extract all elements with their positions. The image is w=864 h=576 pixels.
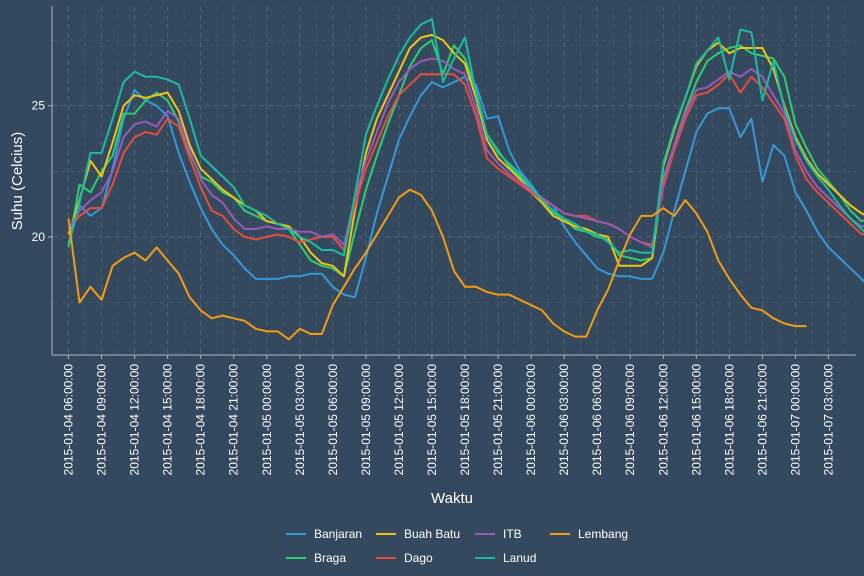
legend-item-banjaran: Banjaran: [286, 527, 362, 541]
legend-label: Braga: [314, 551, 346, 565]
x-axis-ticks: 2015-01-04 06:00:00 2015-01-04 09:00:00 20…: [62, 355, 836, 475]
x-tick-label: 2015-01-05 06:00:00: [326, 364, 340, 476]
series-line-itb: [67, 57, 864, 249]
series-line-buah-batu: [67, 33, 864, 278]
x-tick-label: 2015-01-04 12:00:00: [128, 364, 142, 476]
series-line-lembang: [67, 188, 807, 341]
legend-label: Lanud: [503, 551, 536, 565]
legend-label: Dago: [404, 551, 433, 565]
legend-label: ITB: [503, 527, 522, 541]
x-tick-label: 2015-01-06 21:00:00: [755, 364, 769, 476]
x-tick-label: 2015-01-05 21:00:00: [491, 364, 505, 476]
legend-item-dago: Dago: [376, 551, 433, 565]
x-tick-label: 2015-01-04 15:00:00: [161, 364, 175, 476]
x-axis-title: Waktu: [431, 490, 473, 507]
legend: Banjaran Braga Buah Batu Dago ITB Lanud Lemban…: [286, 527, 628, 565]
x-tick-label: 2015-01-04 21:00:00: [227, 364, 241, 476]
x-tick-label: 2015-01-06 18:00:00: [722, 364, 736, 476]
legend-item-itb: ITB: [475, 527, 522, 541]
x-tick-label: 2015-01-06 12:00:00: [656, 364, 670, 476]
x-tick-label: 2015-01-06 03:00:00: [557, 364, 571, 476]
y-tick-label: 20: [32, 230, 46, 244]
y-axis-title: Suhu (Celcius): [9, 132, 26, 230]
legend-item-lanud: Lanud: [475, 551, 536, 565]
legend-item-buah-batu: Buah Batu: [376, 527, 460, 541]
legend-label: Lembang: [578, 527, 628, 541]
x-tick-label: 2015-01-07 00:00:00: [788, 364, 802, 476]
series-lines: [67, 18, 864, 341]
x-tick-label: 2015-01-05 12:00:00: [392, 364, 406, 476]
x-tick-label: 2015-01-06 09:00:00: [623, 364, 637, 476]
legend-item-lembang: Lembang: [550, 527, 628, 541]
y-tick-label: 25: [32, 99, 46, 113]
x-tick-label: 2015-01-05 03:00:00: [293, 364, 307, 476]
axes: [51, 6, 856, 356]
x-tick-label: 2015-01-06 15:00:00: [689, 364, 703, 476]
legend-label: Banjaran: [314, 527, 362, 541]
x-tick-label: 2015-01-04 09:00:00: [95, 364, 109, 476]
x-tick-label: 2015-01-05 00:00:00: [260, 364, 274, 476]
x-tick-label: 2015-01-06 00:00:00: [524, 364, 538, 476]
x-tick-label: 2015-01-05 15:00:00: [425, 364, 439, 476]
series-line-lanud: [67, 18, 864, 257]
x-tick-label: 2015-01-05 09:00:00: [359, 364, 373, 476]
x-tick-label: 2015-01-04 18:00:00: [194, 364, 208, 476]
x-tick-label: 2015-01-04 06:00:00: [62, 364, 76, 476]
series-line-braga: [67, 39, 864, 278]
series-line-dago: [67, 73, 864, 251]
x-tick-label: 2015-01-07 03:00:00: [822, 364, 836, 476]
x-tick-label: 2015-01-05 18:00:00: [458, 364, 472, 476]
x-tick-label: 2015-01-06 06:00:00: [590, 364, 604, 476]
legend-label: Buah Batu: [404, 527, 460, 541]
legend-item-braga: Braga: [286, 551, 346, 565]
